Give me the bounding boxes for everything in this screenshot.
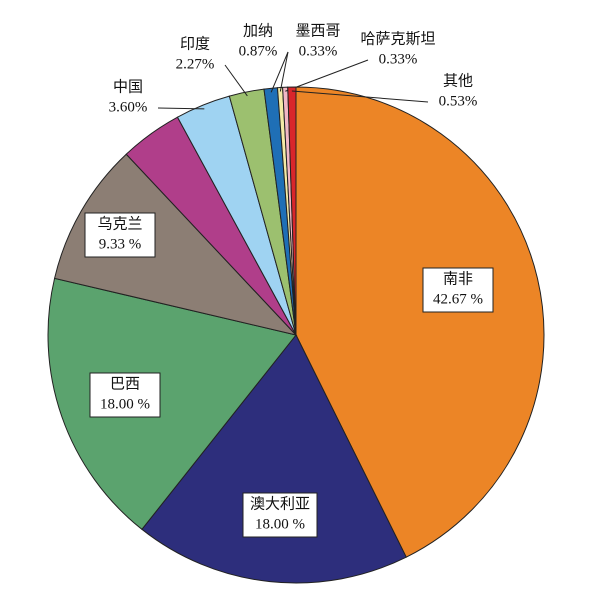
pie-slice [53,153,298,336]
pie-slice [295,86,545,558]
label-box [89,372,161,418]
slice-value: 0.33% [299,43,338,59]
leader-line [157,107,205,110]
leader-line [291,90,429,103]
label-box [422,267,494,313]
slice-label: 其他 [443,72,473,89]
slice-label: 澳大利亚 [250,495,310,512]
slice-value: 0.87% [239,43,278,59]
slice-label: 哈萨克斯坦 [360,30,435,47]
slice-value: 18.00 % [100,396,150,412]
slice-value: 9.33 % [99,236,142,252]
slice-label: 印度 [180,35,210,52]
slice-value: 2.27% [176,56,215,72]
leader-line [285,59,369,92]
slice-value: 0.33% [379,51,418,67]
slice-value: 3.60% [109,99,148,115]
slice-label: 中国 [113,78,143,95]
slice-value: 18.00 % [255,516,305,532]
slice-value: 42.67 % [433,291,483,307]
slice-label: 加纳 [243,22,273,39]
slice-value: 0.53% [439,93,478,109]
leader-line [270,51,289,93]
pie-slice [141,334,407,584]
slice-label: 乌克兰 [97,215,142,232]
label-box [242,492,318,538]
pie-slice [47,277,297,531]
pie-slice [287,86,297,336]
leader-line [279,51,289,92]
label-box [84,212,156,258]
slice-label: 墨西哥 [295,23,340,39]
leader-line [224,64,248,97]
slice-label: 南非 [443,270,473,287]
slice-label: 巴西 [110,376,140,392]
